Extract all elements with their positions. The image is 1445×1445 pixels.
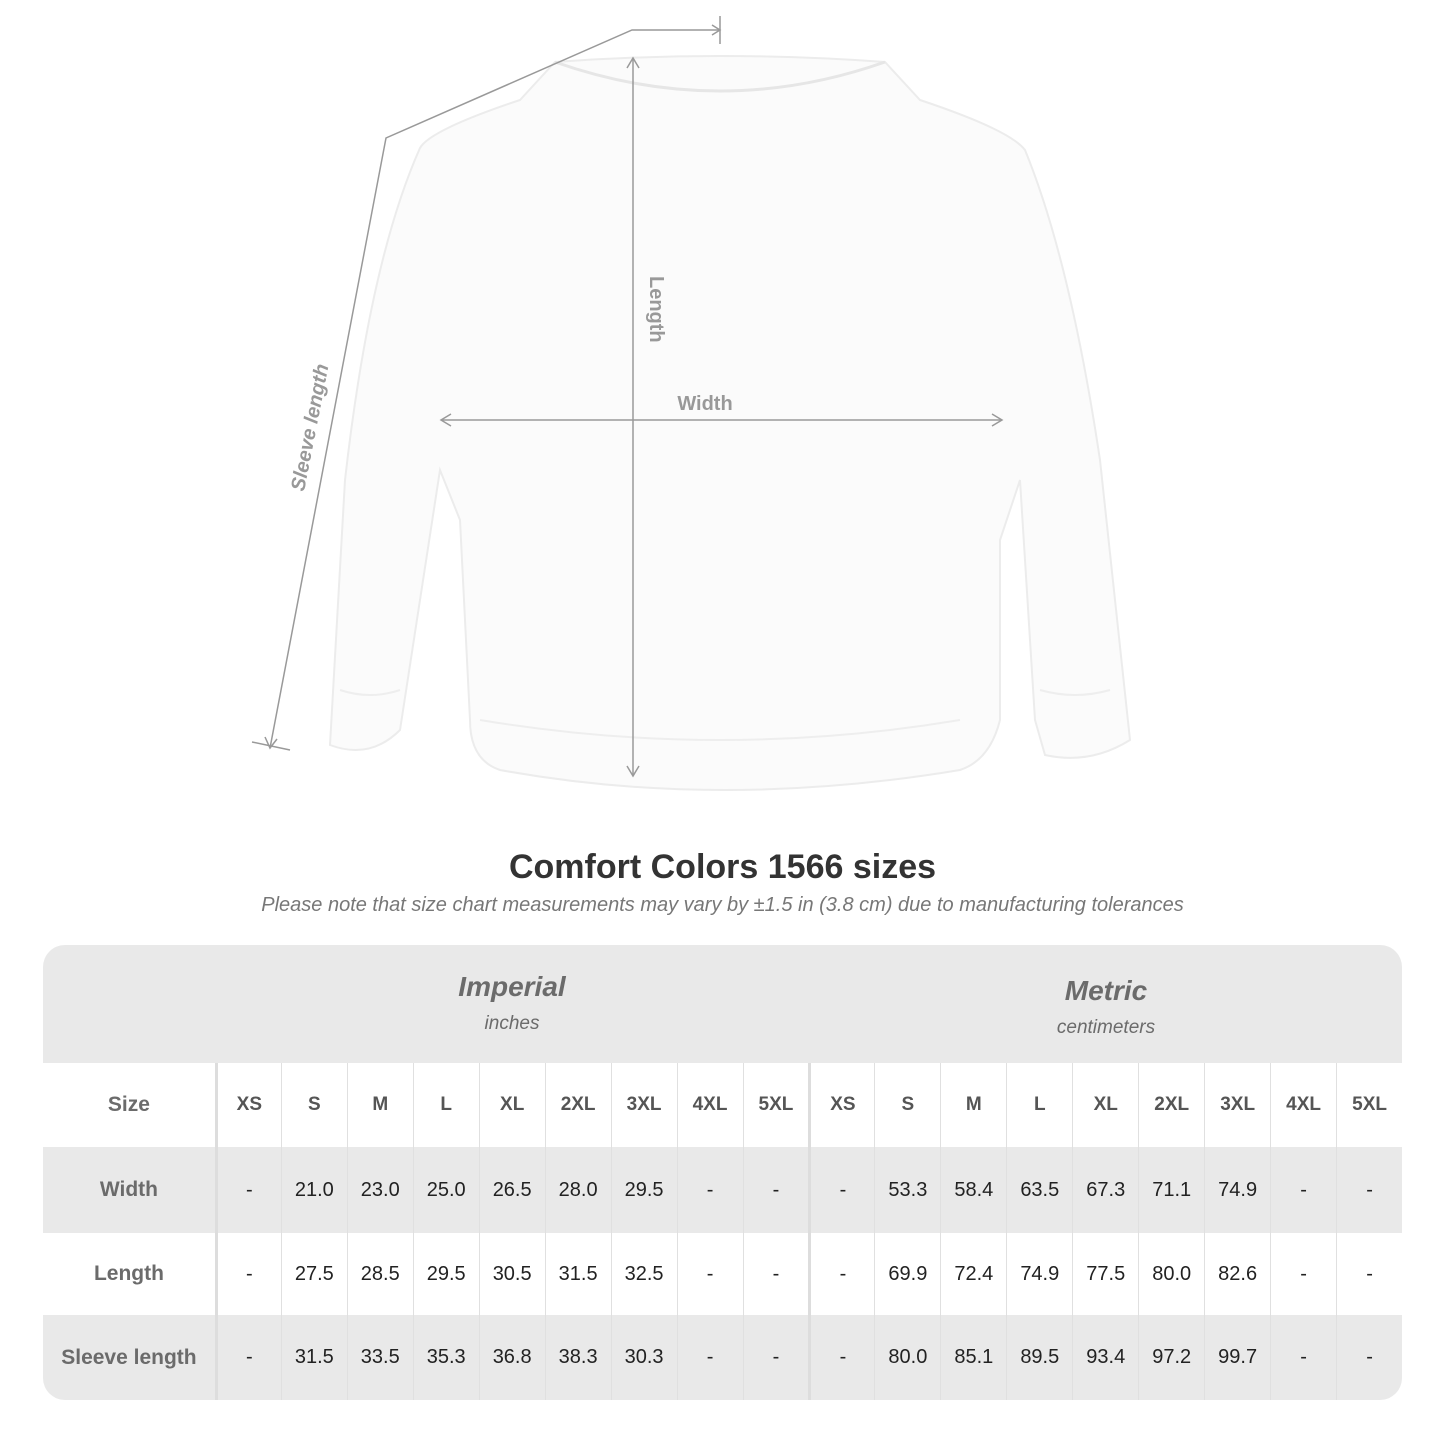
metric-value: - [1270,1147,1336,1233]
metric-value: 67.3 [1072,1147,1138,1233]
metric-value: - [808,1315,874,1400]
metric-value: - [1336,1233,1402,1315]
imperial-value: 29.5 [610,1147,677,1233]
imperial-header: Imperial inches [215,971,809,1035]
metric-value: 85.1 [940,1315,1006,1400]
table-row: Width -21.0 23.0 25.0 26.5 28.0 29.5- - -53.3 58.… [43,1147,1402,1233]
page-title: Comfort Colors 1566 sizes [508,848,937,886]
size-header-metric: XL [1072,1063,1138,1147]
size-header-imperial: S [280,1063,347,1147]
size-row: Size XS S M L XL 2XL 3XL 4XL 5XL XS S M L XL 2XL 3XL 4XL 5… [43,1063,1402,1147]
sweatshirt-diagram: Length Width Sleeve length [251,16,1132,791]
metric-value: 72.4 [940,1233,1006,1315]
size-header-imperial: XS [214,1063,281,1147]
size-header-imperial: 3XL [610,1063,677,1147]
imperial-value: - [742,1315,809,1400]
size-header-metric: L [1006,1063,1072,1147]
size-header-metric: XS [808,1063,874,1147]
imperial-value: 38.3 [544,1315,611,1400]
imperial-value: 31.5 [544,1233,611,1315]
size-header-imperial: 5XL [742,1063,809,1147]
imperial-value: - [214,1233,281,1315]
imperial-value: - [214,1147,281,1233]
metric-value: 77.5 [1072,1233,1138,1315]
metric-value: 63.5 [1006,1147,1072,1233]
sleeve-length-label: Sleeve length [287,362,333,493]
imperial-value: 25.0 [412,1147,479,1233]
imperial-value: 29.5 [412,1233,479,1315]
length-label: Length [645,276,667,343]
metric-value: 80.0 [1138,1233,1204,1315]
imperial-value: 28.5 [346,1233,413,1315]
size-table: Imperial inches Metric centimeters Size X… [43,945,1402,1400]
metric-value: 58.4 [940,1147,1006,1233]
metric-value: - [1336,1147,1402,1233]
imperial-value: 35.3 [412,1315,479,1400]
imperial-value: 30.5 [478,1233,545,1315]
sleeve-arrow [269,29,720,749]
metric-header: Metric centimeters [809,975,1402,1039]
imperial-value: - [214,1315,281,1400]
imperial-value: 27.5 [280,1233,347,1315]
size-header-imperial: XL [478,1063,545,1147]
imperial-value: - [676,1315,743,1400]
tolerance-note: Please note that size chart measurements… [261,894,1184,916]
row-label: Length [93,1262,164,1285]
size-header-metric: 2XL [1138,1063,1204,1147]
metric-value: 53.3 [874,1147,940,1233]
imperial-value: 23.0 [346,1147,413,1233]
size-header-metric: M [940,1063,1006,1147]
imperial-value: 31.5 [280,1315,347,1400]
sweatshirt-image [328,55,1132,791]
size-header-metric: S [874,1063,940,1147]
metric-value: 93.4 [1072,1315,1138,1400]
imperial-title: Imperial [458,971,566,1002]
metric-value: 80.0 [874,1315,940,1400]
imperial-value: 30.3 [610,1315,677,1400]
metric-value: 97.2 [1138,1315,1204,1400]
imperial-value: - [676,1233,743,1315]
imperial-unit: inches [484,1013,540,1034]
metric-title: Metric [1064,975,1148,1006]
size-header-imperial: M [346,1063,413,1147]
size-header-imperial: 2XL [544,1063,611,1147]
imperial-value: 32.5 [610,1233,677,1315]
imperial-value: 21.0 [280,1147,347,1233]
metric-value: 69.9 [874,1233,940,1315]
metric-value: - [808,1233,874,1315]
metric-value: 99.7 [1204,1315,1270,1400]
metric-value: 71.1 [1138,1147,1204,1233]
table-header: Imperial inches Metric centimeters [43,945,1402,1063]
size-header-metric: 5XL [1336,1063,1402,1147]
size-header-imperial: L [412,1063,479,1147]
imperial-value: 36.8 [478,1315,545,1400]
metric-value: 74.9 [1204,1147,1270,1233]
metric-value: 89.5 [1006,1315,1072,1400]
imperial-value: 33.5 [346,1315,413,1400]
metric-value: - [1336,1315,1402,1400]
imperial-value: - [742,1147,809,1233]
imperial-value: 28.0 [544,1147,611,1233]
table-row: Length -27.5 28.5 29.5 30.5 31.5 32.5- - -69.9 72… [43,1233,1402,1315]
metric-value: 74.9 [1006,1233,1072,1315]
imperial-value: - [742,1233,809,1315]
metric-value: - [1270,1315,1336,1400]
metric-value: 82.6 [1204,1233,1270,1315]
size-label: Size [107,1093,150,1116]
size-header-imperial: 4XL [676,1063,743,1147]
imperial-value: 26.5 [478,1147,545,1233]
metric-value: - [1270,1233,1336,1315]
width-label: Width [677,393,732,415]
row-label: Sleeve length [61,1345,197,1369]
row-label: Width [99,1178,158,1201]
size-header-metric: 3XL [1204,1063,1270,1147]
table-row: Sleeve length -31.5 33.5 35.3 36.8 38.3 30.3- -… [43,1315,1402,1400]
metric-value: - [808,1147,874,1233]
metric-unit: centimeters [1056,1017,1156,1038]
size-header-metric: 4XL [1270,1063,1336,1147]
imperial-value: - [676,1147,743,1233]
